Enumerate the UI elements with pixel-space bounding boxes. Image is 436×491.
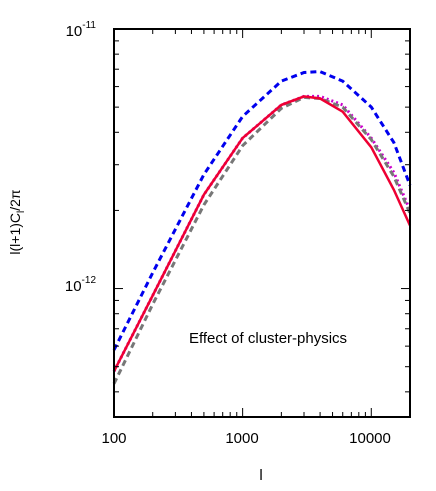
y-axis-label: l(l+1)Cl/2π [7, 189, 27, 255]
series-line-3 [112, 95, 412, 385]
y-tick-label-top: 10-11 [66, 20, 97, 40]
x-tick-label-10000: 10000 [349, 430, 391, 447]
series-layer [112, 70, 412, 385]
plot-frame [113, 28, 411, 418]
ticks-layer [113, 28, 411, 417]
y-tick-label-bottom: 10-12 [65, 275, 97, 295]
x-tick-label-100: 100 [101, 430, 126, 447]
annotation: Effect of cluster-physics [189, 330, 347, 347]
series-line-4 [112, 95, 412, 372]
series-line-1 [112, 70, 412, 351]
x-axis-label: l [259, 467, 262, 484]
x-tick-label-1000: 1000 [225, 430, 258, 447]
